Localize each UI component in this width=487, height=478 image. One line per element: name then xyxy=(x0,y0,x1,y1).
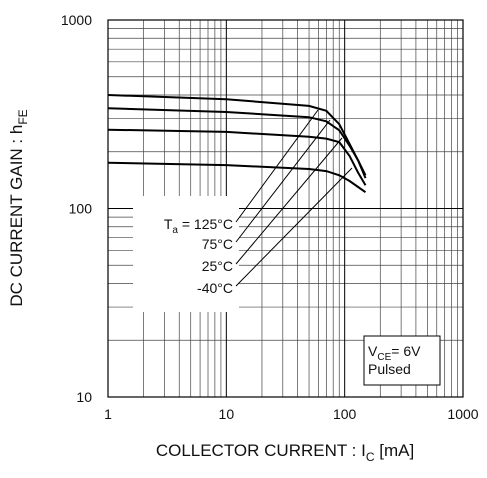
annotation-symbol: V xyxy=(368,343,378,359)
legend-label: -40°C xyxy=(197,280,233,296)
series-line xyxy=(107,128,367,186)
series-line xyxy=(107,107,367,176)
plot-frame xyxy=(107,19,464,398)
y-label-subscript: FE xyxy=(16,109,30,124)
legend-prefix-symbol: T xyxy=(164,216,173,232)
leader-line xyxy=(235,167,353,287)
y-tick-label: 10 xyxy=(76,389,92,405)
x-label-unit: [mA] xyxy=(375,441,415,460)
legend-prefix-subscript: a xyxy=(172,225,178,236)
leader-line xyxy=(235,137,343,265)
annotation-subscript: CE xyxy=(377,352,391,363)
curves xyxy=(107,94,367,194)
x-tick-label: 100 xyxy=(333,406,357,422)
leader-line xyxy=(235,109,319,223)
legend-prefix-equals: = xyxy=(178,216,194,232)
legend-box xyxy=(133,196,239,312)
legend-entry: Ta = 125°C xyxy=(164,216,233,236)
annotation-box xyxy=(363,335,441,386)
legend-label: 25°C xyxy=(202,258,233,274)
x-axis-label: COLLECTOR CURRENT : IC [mA] xyxy=(156,441,414,464)
legend-label: 125°C xyxy=(194,216,233,232)
x-label-text: COLLECTOR CURRENT : I xyxy=(156,441,366,460)
x-label-subscript: C xyxy=(366,450,375,464)
x-tick-label: 1000 xyxy=(447,406,478,422)
x-tick-label: 1 xyxy=(104,406,112,422)
annotation-line2: Pulsed xyxy=(368,361,411,377)
x-tick-label: 10 xyxy=(219,406,235,422)
legend-entry: 75°C xyxy=(202,236,233,252)
y-label-text: DC CURRENT GAIN : h xyxy=(7,125,26,307)
y-axis-label: DC CURRENT GAIN : hFE xyxy=(7,109,30,306)
y-tick-label: 1000 xyxy=(61,12,92,28)
series-line xyxy=(107,161,367,194)
annotation-text: = 6V xyxy=(391,343,421,359)
legend-entry: 25°C xyxy=(202,258,233,274)
legend-label: 75°C xyxy=(202,236,233,252)
y-tick-label: 100 xyxy=(69,201,93,217)
legend: Ta = 125°C75°C25°C-40°C xyxy=(164,109,353,296)
leader-line xyxy=(235,119,331,243)
legend-entry: -40°C xyxy=(197,280,233,296)
annotation: VCE= 6V xyxy=(368,343,421,363)
